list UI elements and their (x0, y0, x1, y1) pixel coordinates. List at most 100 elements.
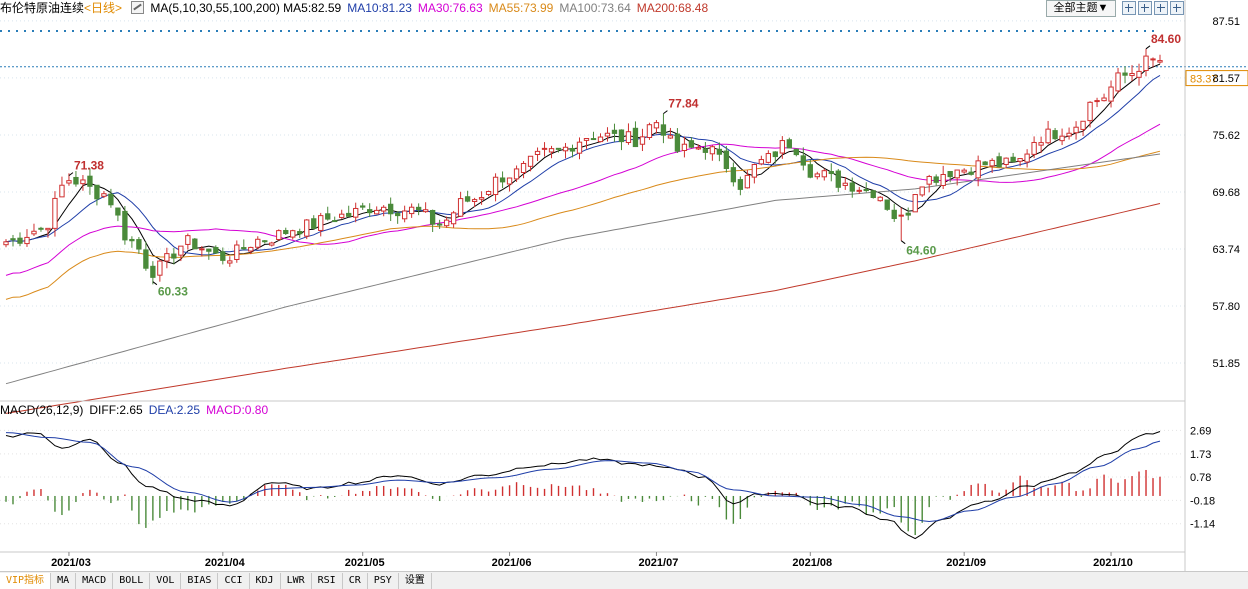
tab-cr[interactable]: CR (343, 573, 368, 589)
grid-lines (0, 20, 1248, 364)
candle-body (381, 206, 387, 212)
tab-cci[interactable]: CCI (218, 573, 250, 589)
candle-body (1143, 55, 1149, 71)
theme-dropdown-button[interactable]: 全部主题▼ (1046, 0, 1116, 17)
candle-body (856, 189, 862, 192)
candle-body (415, 206, 422, 211)
candle-body (639, 136, 646, 145)
candle-body (339, 213, 345, 218)
candle-body (765, 153, 772, 163)
date-tick-label: 2021/10 (1093, 557, 1133, 569)
candle-body (660, 124, 667, 136)
ma-legend-item: MA100:73.64 (559, 1, 631, 15)
candle-body (297, 231, 303, 235)
last-price-label: 83.37 (1190, 74, 1218, 86)
candle-body (471, 199, 478, 202)
moving-average-lines (5, 63, 1161, 414)
tab-vol[interactable]: VOL (150, 573, 182, 589)
left-arrow-icon[interactable] (1154, 1, 1168, 15)
macd-dea: DEA:2.25 (148, 403, 201, 417)
candle-body (255, 238, 261, 248)
candle-body (1010, 156, 1016, 163)
candle-body (94, 184, 100, 200)
candle-body (290, 230, 296, 238)
price-tick-label: 69.68 (1212, 187, 1240, 199)
tab-设置[interactable]: 设置 (399, 573, 432, 589)
indicator-toggle-icon[interactable] (131, 1, 145, 14)
candle-body (989, 159, 995, 167)
price-chart[interactable]: 71.38 60.33 77.84 64.60 84.60 83.37 87.51 81.5… (0, 0, 1248, 572)
tab-kdj[interactable]: KDJ (250, 573, 281, 589)
tab-bias[interactable]: BIAS (181, 573, 219, 589)
candle-body (394, 212, 401, 217)
tab-boll[interactable]: BOLL (113, 573, 151, 589)
candle-body (192, 238, 198, 250)
price-tick-label: 87.51 (1212, 16, 1240, 28)
candle-body (492, 176, 499, 196)
candle-body (374, 209, 380, 215)
candle-body (450, 212, 457, 225)
ma-line-ma100 (5, 153, 1161, 385)
ma-legend: MA5:82.59 MA10:81.23 MA30:76.63 MA55:73.99 M… (283, 1, 714, 15)
candle-body (800, 155, 806, 166)
macd-title: MACD(26,12,9) (0, 403, 84, 417)
candle-body (73, 176, 79, 185)
candle-body (576, 141, 583, 154)
candle-body (898, 214, 904, 217)
tab-macd[interactable]: MACD (76, 573, 114, 589)
candle-body (744, 174, 751, 189)
candle-body (828, 171, 834, 175)
price-tick-label: 51.85 (1212, 358, 1240, 370)
ma-legend-item: MA200:68.48 (636, 1, 709, 15)
candle-body (443, 219, 450, 227)
date-tick-label: 2021/06 (492, 557, 532, 569)
candle-body (31, 230, 37, 235)
candle-body (947, 171, 953, 178)
candle-body (562, 146, 569, 152)
tab-vip指标[interactable]: VIP指标 (0, 573, 52, 589)
candle-body (248, 246, 254, 252)
ma-legend-item: MA30:76.63 (417, 1, 483, 15)
candle-body (632, 127, 639, 148)
candle-body (835, 170, 841, 188)
candle-body (527, 155, 534, 167)
candle-body (178, 245, 184, 256)
candle-body (262, 240, 268, 243)
candle-body (975, 160, 981, 179)
candle-body (485, 190, 492, 195)
candle-body (332, 220, 338, 223)
candle-body (695, 147, 702, 150)
ma-legend-item: MA55:73.99 (488, 1, 554, 15)
candle-body (982, 161, 988, 166)
tab-rsi[interactable]: RSI (312, 573, 343, 589)
date-tick-label: 2021/07 (639, 557, 679, 569)
candle-body (283, 230, 289, 235)
price-tick-label: 81.57 (1212, 73, 1240, 85)
candle-body (101, 193, 107, 197)
candle-body (807, 164, 813, 178)
candle-body (220, 251, 226, 261)
candle-body (318, 215, 324, 231)
candle-body (870, 190, 876, 199)
tab-psy[interactable]: PSY (368, 573, 399, 589)
candle-body (241, 247, 247, 250)
tab-ma[interactable]: MA (51, 573, 77, 589)
period-label[interactable]: <日线> (84, 1, 123, 15)
candle-body (150, 265, 156, 278)
candle-body (143, 249, 149, 269)
tab-lwr[interactable]: LWR (281, 573, 312, 589)
macd-tick-label: 1.73 (1190, 449, 1211, 461)
ma-line-ma5 (5, 63, 1161, 265)
candle-body (234, 244, 240, 261)
candle-body (618, 129, 625, 143)
candle-body (429, 209, 436, 225)
candle-body (940, 173, 946, 187)
macd-tick-label: 0.78 (1190, 472, 1211, 484)
candle-body (227, 260, 233, 264)
zoom-in-icon[interactable] (1122, 1, 1136, 15)
annotation-tick (900, 240, 906, 245)
zoom-out-icon[interactable] (1138, 1, 1152, 15)
right-arrow-icon[interactable] (1170, 1, 1184, 15)
candle-body (164, 253, 170, 262)
date-tick-label: 2021/09 (946, 557, 986, 569)
